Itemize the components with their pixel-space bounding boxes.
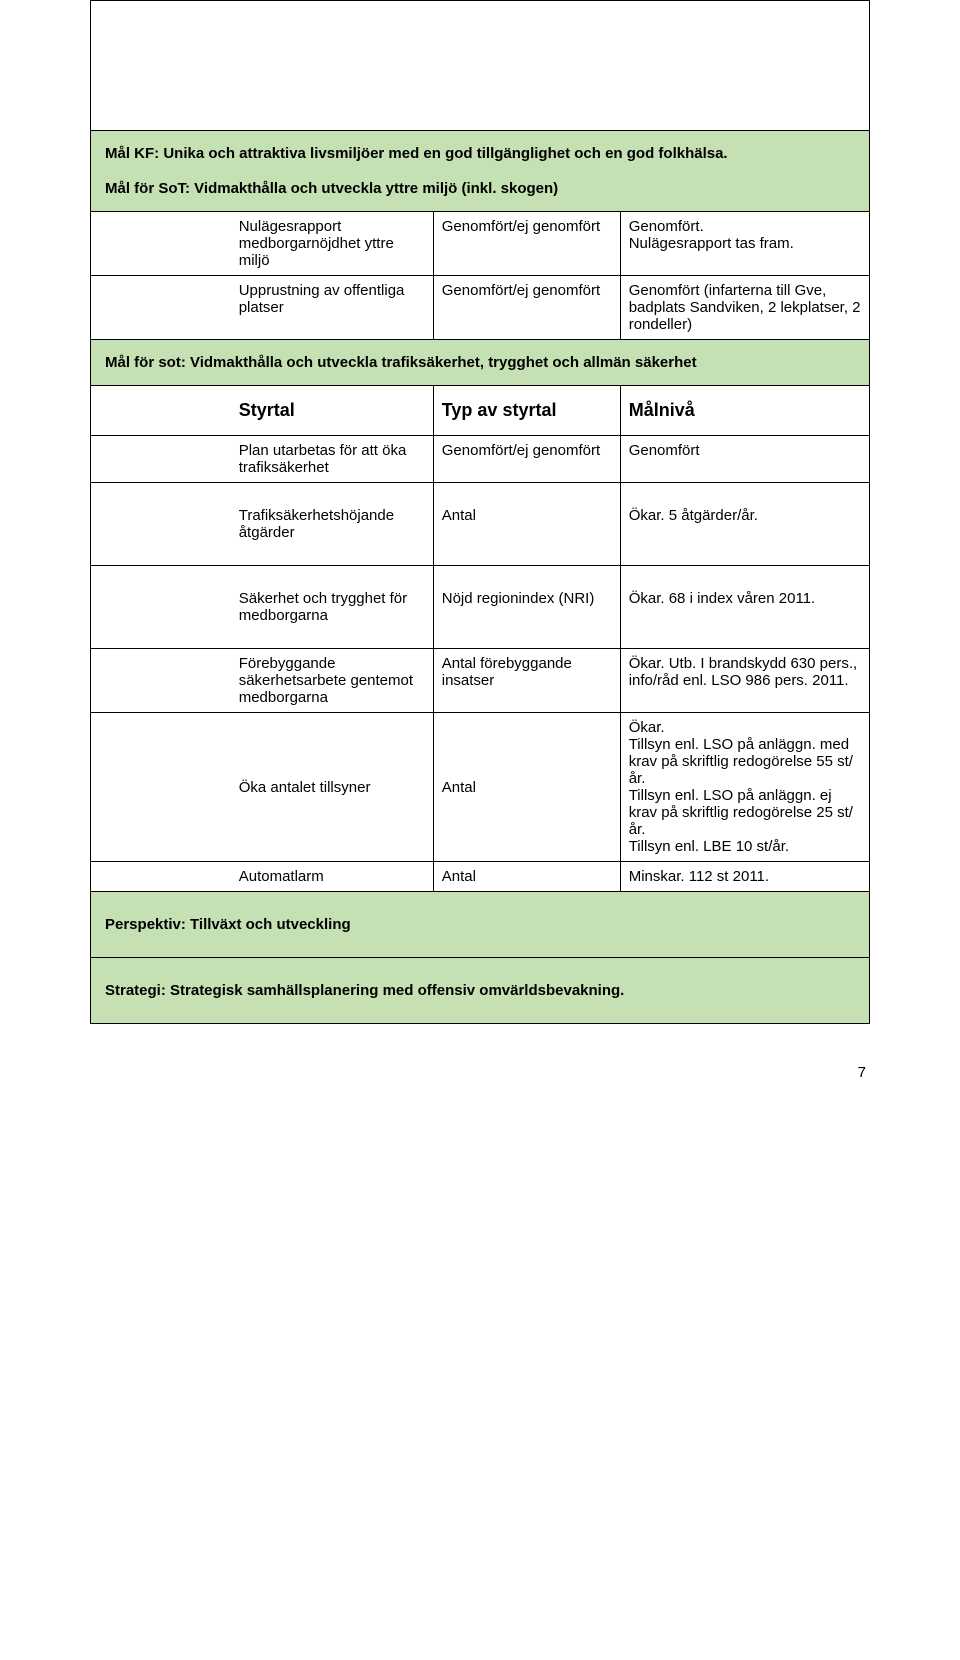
table-row: Upprustning av offentliga platser Genomf… — [91, 276, 870, 340]
goal-row: Strategi: Strategisk samhällsplanering m… — [91, 958, 870, 1024]
goal-sub: Mål för SoT: Vidmakthålla och utveckla y… — [105, 180, 855, 197]
cell-text: Automatlarm — [239, 868, 324, 885]
cell-text: Plan utarbetas för att öka trafiksäkerhe… — [239, 442, 407, 476]
cell-text: Ökar. Utb. I brandskydd 630 pers., info/… — [629, 655, 857, 689]
cell-text: Öka antalet tillsyner — [239, 779, 371, 796]
goal-title: Mål KF: Unika och attraktiva livsmiljöer… — [105, 145, 855, 162]
header-row: Styrtal Typ av styrtal Målnivå — [91, 386, 870, 436]
cell-text: Ökar. 5 åtgärder/år. — [629, 507, 758, 524]
table-row: Trafiksäkerhetshöjande åtgärder Antal Ök… — [91, 483, 870, 566]
document-page: Mål KF: Unika och attraktiva livsmiljöer… — [0, 0, 960, 1141]
cell-text: Genomfört (infarterna till Gve, badplats… — [629, 282, 861, 333]
cell-text: Antal — [442, 779, 476, 796]
goal-row: Mål för sot: Vidmakthålla och utveckla t… — [91, 340, 870, 386]
table-row: Plan utarbetas för att öka trafiksäkerhe… — [91, 436, 870, 483]
cell-text: Genomfört/ej genomfört — [442, 218, 600, 235]
table-row: Säkerhet och trygghet för medborgarna Nö… — [91, 566, 870, 649]
cell-text: Ökar. Tillsyn enl. LSO på anläggn. med k… — [629, 719, 853, 855]
table-row: Automatlarm Antal Minskar. 112 st 2011. — [91, 862, 870, 892]
cell-text: Upprustning av offentliga platser — [239, 282, 405, 316]
main-table: Mål KF: Unika och attraktiva livsmiljöer… — [90, 0, 870, 1024]
cell-text: Säkerhet och trygghet för medborgarna — [239, 590, 407, 624]
cell-text: Genomfört — [629, 442, 700, 459]
cell-text: Genomfört. Nulägesrapport tas fram. — [629, 218, 794, 252]
cell-text: Ökar. 68 i index våren 2011. — [629, 590, 816, 607]
cell-text: Genomfört/ej genomfört — [442, 282, 600, 299]
column-header: Styrtal — [239, 400, 295, 420]
column-header: Målnivå — [629, 400, 695, 420]
cell-text: Minskar. 112 st 2011. — [629, 868, 769, 885]
cell-text: Trafiksäkerhetshöjande åtgärder — [239, 507, 394, 541]
column-header: Typ av styrtal — [442, 400, 557, 420]
table-row: Nulägesrapport medborgarnöjdhet yttre mi… — [91, 212, 870, 276]
cell-text: Nulägesrapport medborgarnöjdhet yttre mi… — [239, 218, 394, 269]
cell-text: Genomfört/ej genomfört — [442, 442, 600, 459]
table-row — [91, 1, 870, 131]
goal-title: Perspektiv: Tillväxt och utveckling — [105, 916, 855, 933]
goal-row: Mål KF: Unika och attraktiva livsmiljöer… — [91, 131, 870, 212]
table-row: Öka antalet tillsyner Antal Ökar. Tillsy… — [91, 713, 870, 862]
cell-text: Antal — [442, 868, 476, 885]
cell-text: Förebyggande säkerhetsarbete gentemot me… — [239, 655, 413, 706]
goal-row: Perspektiv: Tillväxt och utveckling — [91, 892, 870, 958]
page-number: 7 — [90, 1024, 870, 1081]
cell-text: Nöjd regionindex (NRI) — [442, 590, 595, 607]
goal-title: Strategi: Strategisk samhällsplanering m… — [105, 982, 855, 999]
goal-title: Mål för sot: Vidmakthålla och utveckla t… — [105, 354, 855, 371]
cell-text: Antal förebyggande insatser — [442, 655, 572, 689]
table-row: Förebyggande säkerhetsarbete gentemot me… — [91, 649, 870, 713]
cell-text: Antal — [442, 507, 476, 524]
